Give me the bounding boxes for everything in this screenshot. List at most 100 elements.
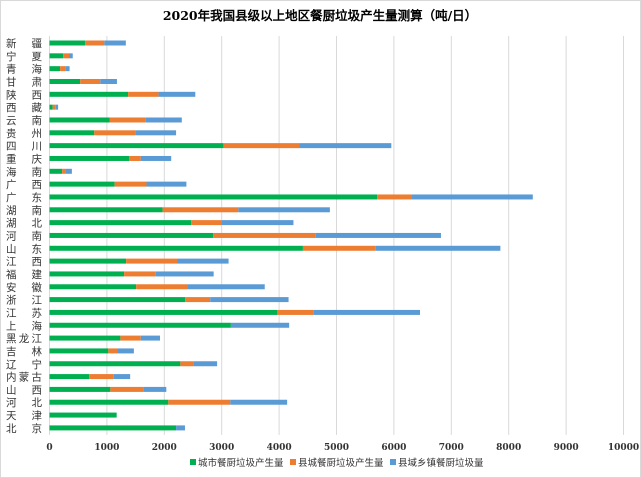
category-label: 新疆 — [6, 37, 43, 50]
x-tick-label: 6000 — [381, 443, 406, 453]
bar-segment-3 — [65, 168, 72, 174]
bar-segment-2 — [168, 399, 231, 405]
bar-segment-2 — [191, 220, 222, 226]
bar-segment-3 — [230, 322, 290, 328]
category-label: 江苏 — [6, 306, 42, 319]
bar-segment-2 — [110, 386, 144, 392]
category-label: 安徽 — [6, 281, 43, 294]
bar-segment-2 — [89, 374, 114, 380]
x-tick-label: 8000 — [496, 443, 521, 453]
bar-segment-1 — [49, 335, 121, 341]
bar-segment-2 — [136, 284, 188, 290]
bar-segment-3 — [113, 374, 131, 380]
bar-segment-2 — [80, 78, 101, 84]
category-label: 黑龙江 — [6, 332, 43, 345]
bar-segment-2 — [94, 130, 136, 136]
bar-segment-1 — [49, 181, 115, 187]
bar-segment-3 — [230, 399, 288, 405]
bar-segment-3 — [210, 297, 289, 303]
bar-segment-3 — [315, 232, 441, 238]
bar-segment-3 — [238, 207, 330, 213]
bar-segment-3 — [117, 348, 134, 354]
bar-segment-2 — [126, 258, 178, 264]
chart-title: 2020年我国县级以上地区餐厨垃圾产生量测算（吨/日） — [163, 8, 477, 23]
legend-swatch — [390, 459, 396, 465]
bar-segment-1 — [49, 168, 63, 174]
bar-segment-3 — [65, 66, 70, 72]
category-label: 浙江 — [6, 295, 43, 307]
bar-segment-1 — [49, 104, 53, 110]
category-label: 山东 — [6, 242, 42, 255]
category-label: 陕西 — [6, 88, 42, 101]
x-tick-label: 2000 — [152, 443, 177, 453]
category-label: 云南 — [6, 114, 42, 127]
bar-segment-1 — [49, 130, 95, 136]
bar-segment-3 — [69, 53, 73, 59]
bar-segment-1 — [49, 361, 181, 367]
bar-segment-3 — [299, 143, 392, 149]
category-label: 辽宁 — [6, 358, 42, 371]
category-label: 海南 — [6, 165, 42, 178]
bar-segment-2 — [109, 117, 146, 123]
category-label: 四川 — [6, 141, 42, 153]
bar-segment-1 — [49, 155, 130, 161]
bar-segment-3 — [158, 91, 196, 97]
bar-segment-3 — [100, 78, 117, 84]
bar-segment-2 — [180, 361, 194, 367]
legend-swatch — [190, 459, 196, 465]
bar-segment-1 — [49, 374, 90, 380]
x-tick-label: 3000 — [209, 443, 234, 453]
bar-segment-3 — [104, 40, 126, 46]
bar-segment-1 — [49, 220, 192, 226]
category-label: 宁夏 — [6, 50, 43, 63]
legend-swatch — [290, 459, 296, 465]
bar-segment-3 — [55, 104, 59, 110]
x-tick-label: 9000 — [554, 443, 579, 453]
bar-segment-1 — [49, 297, 186, 303]
bar-segment-3 — [145, 117, 182, 123]
bar-segment-1 — [49, 322, 231, 328]
x-tick-label: 10000 — [608, 443, 639, 453]
category-label: 湖北 — [6, 218, 43, 230]
bar-segment-1 — [49, 232, 214, 238]
bar-segment-2 — [185, 297, 211, 303]
category-label: 福建 — [6, 268, 43, 281]
bar-segment-1 — [49, 117, 110, 123]
legend-label: 县域乡镇餐厨垃圾量 — [398, 457, 484, 469]
bar-segment-1 — [49, 40, 86, 46]
bar-segment-1 — [49, 284, 137, 290]
bar-segment-3 — [313, 309, 421, 315]
bar-segment-2 — [277, 309, 314, 315]
legend-label: 城市餐厨垃圾产生量 — [198, 457, 284, 469]
category-label: 西藏 — [6, 102, 43, 114]
bar-segment-2 — [52, 104, 56, 110]
category-label: 广东 — [6, 191, 42, 204]
category-label: 湖南 — [6, 204, 42, 217]
category-label: 广西 — [6, 179, 42, 191]
category-label: 甘肃 — [6, 75, 42, 88]
category-label: 山西 — [6, 384, 42, 396]
bar-segment-2 — [114, 181, 147, 187]
legend-label: 县城餐厨垃圾产生量 — [298, 457, 384, 469]
bar-segment-1 — [49, 258, 127, 264]
bar-segment-2 — [120, 335, 141, 341]
bar-segment-1 — [49, 309, 278, 315]
bar-segment-3 — [135, 130, 177, 136]
category-label: 重庆 — [6, 152, 43, 165]
category-label: 江西 — [6, 256, 42, 268]
bar-segment-1 — [49, 245, 303, 251]
category-label: 青海 — [6, 63, 43, 76]
category-label: 内蒙古 — [6, 371, 42, 384]
bar-segment-2 — [128, 91, 159, 97]
category-label: 天津 — [6, 410, 43, 422]
bar-segment-3 — [140, 335, 160, 341]
bar-segment-1 — [49, 66, 61, 72]
bar-segment-1 — [49, 78, 81, 84]
bar-segment-3 — [176, 425, 185, 431]
category-label: 上海 — [6, 319, 43, 332]
bar-segment-2 — [162, 207, 239, 213]
bar-segment-3 — [143, 386, 167, 392]
bar-segment-2 — [108, 348, 118, 354]
bar-segment-2 — [213, 232, 316, 238]
